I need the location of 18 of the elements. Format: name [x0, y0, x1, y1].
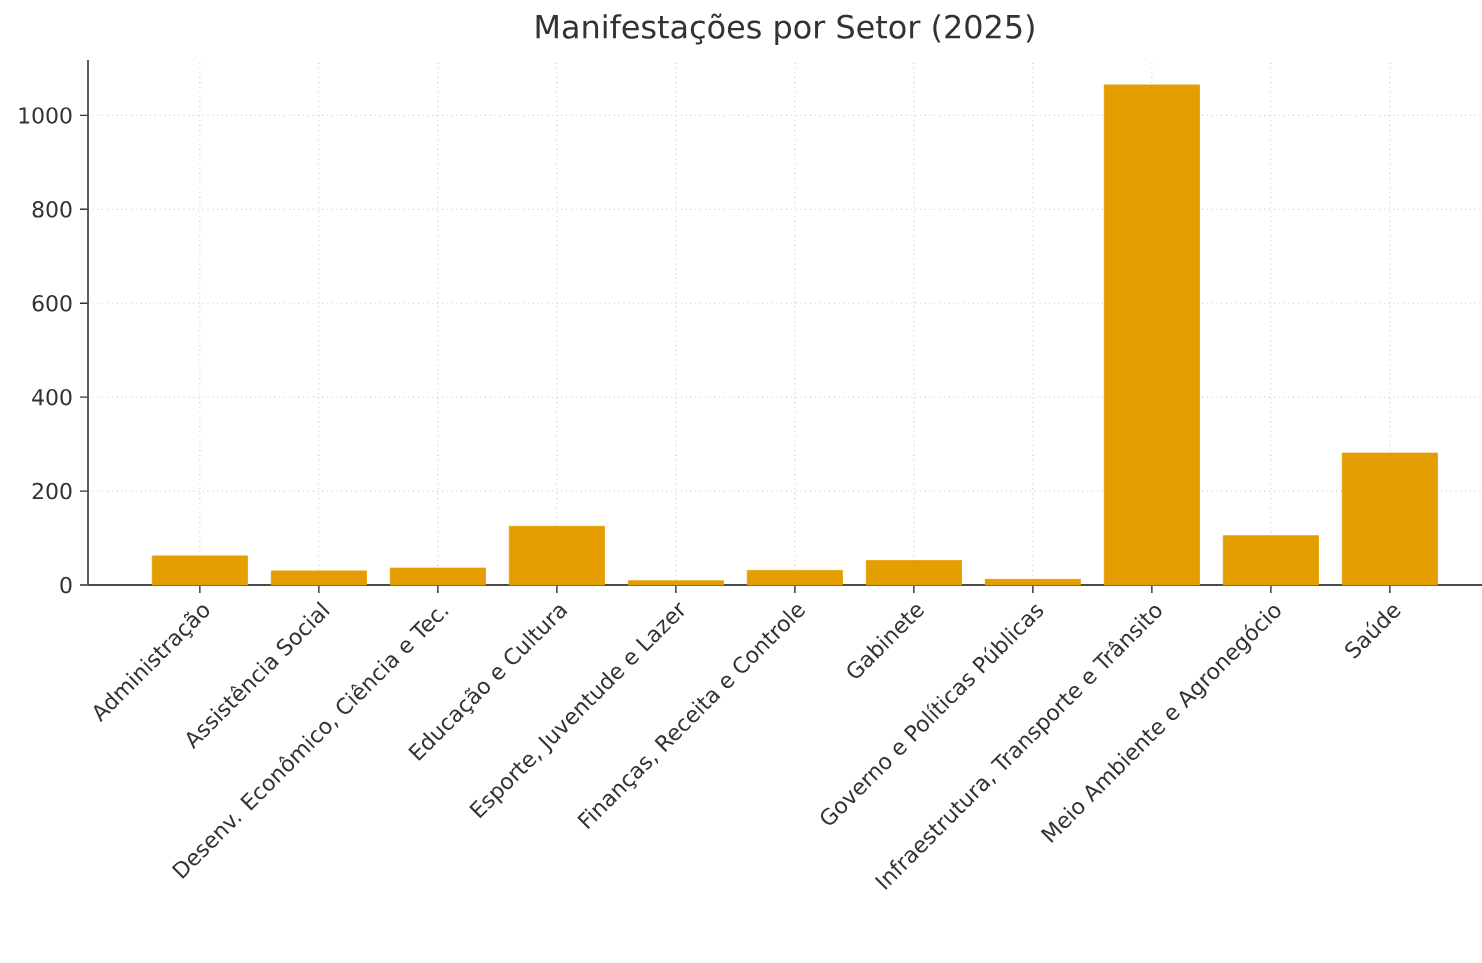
y-tick-label: 800: [32, 201, 72, 218]
bar: [151, 555, 248, 586]
bar: [1103, 84, 1200, 586]
y-tick-label: 600: [32, 294, 72, 312]
bar: [270, 570, 367, 586]
bar: [627, 580, 724, 586]
bar: [865, 560, 962, 586]
y-tick-label: 200: [32, 482, 72, 500]
bar: [1222, 535, 1319, 586]
bar: [389, 567, 486, 586]
y-tick-label: 1000: [19, 107, 72, 124]
y-tick-label: 400: [32, 388, 72, 406]
y-tick-label: 0: [60, 576, 72, 594]
bar: [1341, 452, 1438, 586]
bar: [508, 525, 605, 586]
bar: [746, 570, 843, 586]
bar: [984, 578, 1081, 586]
chart-title: Manifestações por Setor (2025): [536, 13, 1034, 45]
